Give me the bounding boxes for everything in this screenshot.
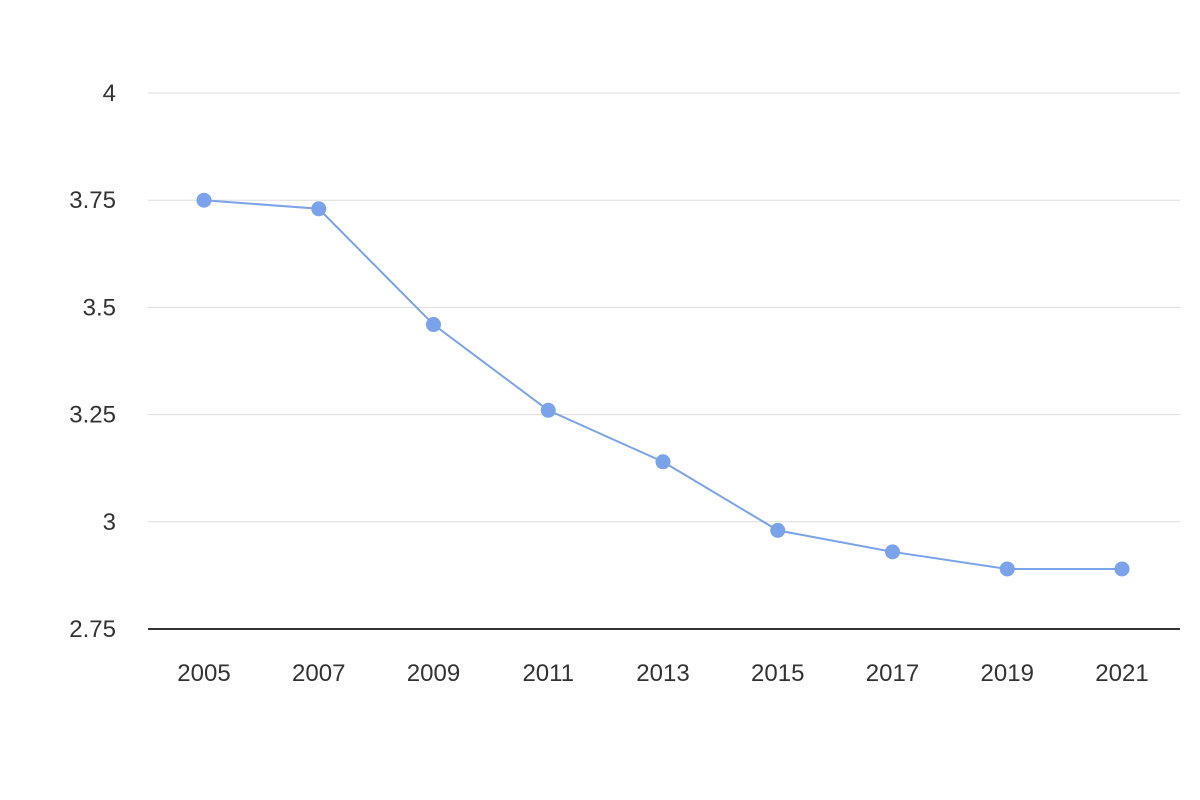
y-tick-label: 3 <box>103 509 116 536</box>
y-tick-label: 2.75 <box>69 616 116 643</box>
data-point-2005[interactable] <box>196 192 212 208</box>
data-point-2021[interactable] <box>1114 561 1130 577</box>
x-tick-label: 2021 <box>1095 660 1148 687</box>
x-tick-label: 2013 <box>636 660 689 687</box>
data-point-2017[interactable] <box>885 544 900 560</box>
x-tick-label: 2017 <box>866 660 919 687</box>
x-tick-label: 2015 <box>751 660 804 687</box>
y-tick-label: 3.25 <box>69 402 116 429</box>
data-point-2007[interactable] <box>311 201 327 217</box>
x-tick-label: 2009 <box>407 660 460 687</box>
data-point-2011[interactable] <box>540 402 556 418</box>
data-point-2013[interactable] <box>655 454 671 470</box>
data-point-2009[interactable] <box>426 317 441 333</box>
y-tick-label: 3.75 <box>69 187 116 214</box>
x-tick-label: 2019 <box>981 660 1034 687</box>
series-line-0 <box>203 199 1122 570</box>
y-axis-tick-labels: 2.75 3 3.25 3.5 3.75 4 <box>69 80 116 643</box>
x-tick-label: 2007 <box>292 660 345 687</box>
x-tick-label: 2011 <box>522 660 574 687</box>
x-tick-label: 2005 <box>177 660 230 687</box>
gridlines <box>148 92 1180 523</box>
series-layer <box>196 192 1130 577</box>
y-tick-label: 3.5 <box>83 294 116 321</box>
x-axis-tick-labels: 2005 2007 2009 2011 2013 2015 2017 2019 2021 <box>177 660 1148 687</box>
data-point-2019[interactable] <box>999 561 1015 577</box>
data-point-2015[interactable] <box>770 522 786 538</box>
y-tick-label: 4 <box>103 80 116 107</box>
